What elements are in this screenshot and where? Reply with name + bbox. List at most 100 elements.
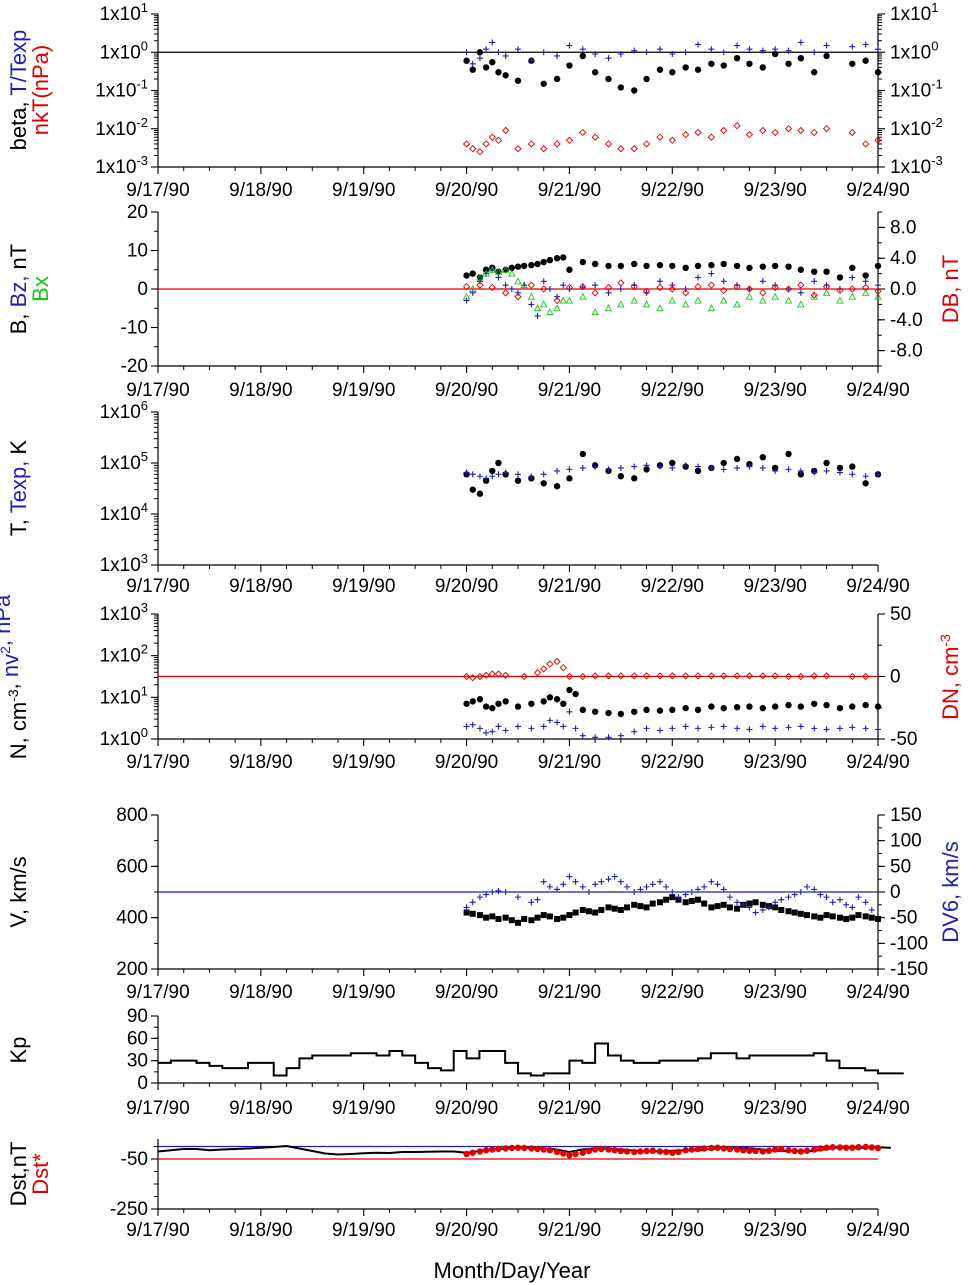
data-point-plus [554,886,561,893]
data-point-dot [656,66,664,73]
data-point-diamond [565,283,574,292]
data-point-dot [694,467,702,475]
data-point-diamond [707,133,716,141]
data-point-plus [617,286,624,292]
data-point-dot [649,1147,656,1154]
data-point-triangle [771,292,779,300]
data-point-dot [476,49,484,56]
x-tick-label: 9/18/90 [229,1098,292,1119]
y-tick-label: 1x101 [100,0,148,25]
y-axis-label: beta, T/Texp [6,30,31,151]
data-point-diamond [579,672,587,681]
data-point-dot [643,75,650,83]
data-point-plus [540,278,547,285]
data-point-dot [700,1145,708,1152]
data-point-plus [637,886,644,893]
data-point-dot [598,1145,605,1153]
data-point-dot [675,1148,682,1156]
data-point-diamond [668,285,676,293]
data-point-dot [862,1143,869,1151]
x-tick-label: 9/19/90 [332,982,395,1003]
data-point-plus [875,471,881,478]
data-point-triangle [579,292,587,300]
data-point-diamond [759,289,767,297]
data-point-triangle [822,288,831,296]
data-point-plus [554,293,561,300]
data-point-plus [875,726,881,733]
data-point-plus [631,47,638,54]
data-point-dot [591,260,599,268]
data-point-plus [528,899,535,906]
data-point-plus [656,46,663,53]
data-point-plus [804,883,811,890]
data-point-plus [592,881,599,888]
data-point-plus [669,725,676,732]
data-point-plus [752,909,759,916]
data-point-dot [476,1148,484,1155]
data-point-plus [631,463,638,470]
data-point-plus [463,904,470,911]
data-point-plus [823,726,830,733]
data-point-plus [843,901,850,908]
y-tick-label: 1x10-2 [890,115,943,140]
data-point-dot [579,706,586,714]
data-point-plus [469,289,476,296]
kp-panel: 9/17/90 9/18/90 9/19/90 9/20/90 9/21/90 9/22/… [6,1006,910,1119]
data-point-diamond [559,664,567,672]
data-point-plus [469,721,476,728]
data-point-triangle [494,267,503,275]
y-tick-label: 1x101 [100,683,148,708]
data-point-plus [502,52,509,59]
data-point-dot [785,450,792,458]
data-point-square [605,904,612,911]
data-point-square [489,913,496,920]
data-point-plus [495,471,502,478]
data-point-diamond [553,296,561,305]
data-point-dot [694,1145,702,1153]
data-point-dot [591,1146,599,1153]
data-point-dot [669,459,676,467]
data-point-square [855,912,862,919]
x-tick-label: 9/17/90 [126,576,189,597]
data-point-diamond [579,283,587,291]
x-tick-label: 9/22/90 [641,982,704,1003]
data-point-diamond [579,128,587,137]
data-point-dot [469,698,476,705]
data-point-dot [733,1146,741,1153]
data-point-square [611,905,618,912]
data-point-plus [592,282,599,289]
data-point-square [817,914,824,921]
data-point-plus [469,60,476,67]
data-point-diamond [797,672,805,681]
data-point-plus [759,464,766,471]
data-point-diamond [469,674,477,682]
data-point-plus [534,312,541,319]
data-point-plus [566,42,573,49]
data-point-diamond [488,670,496,678]
data-point-plus [811,725,818,732]
data-point-plus [759,906,766,913]
data-point-dot [566,1152,573,1159]
data-point-plus [611,873,618,880]
data-point-dot [811,69,818,76]
data-point-dot [502,266,509,273]
data-point-plus [675,894,682,901]
data-point-plus [483,891,490,898]
data-point-plus [811,886,818,893]
data-point-dot [605,709,612,717]
data-point-triangle [527,292,536,300]
data-point-dot [553,75,561,83]
data-point-dot [489,1146,496,1153]
data-point-dot [540,258,547,266]
data-point-dot [495,700,502,707]
data-point-plus [682,49,689,56]
data-point-plus [862,899,869,906]
data-point-plus [669,889,676,895]
velocity-panel: 9/17/90 9/18/90 9/19/90 9/20/90 9/21/90 9/22/… [6,805,963,1003]
x-tick-label: 9/21/90 [538,180,601,201]
data-point-diamond [784,672,793,681]
data-point-diamond [745,672,754,680]
y-tick-label: 20 [127,202,148,223]
data-point-dot [682,264,689,272]
data-point-plus [540,723,547,730]
